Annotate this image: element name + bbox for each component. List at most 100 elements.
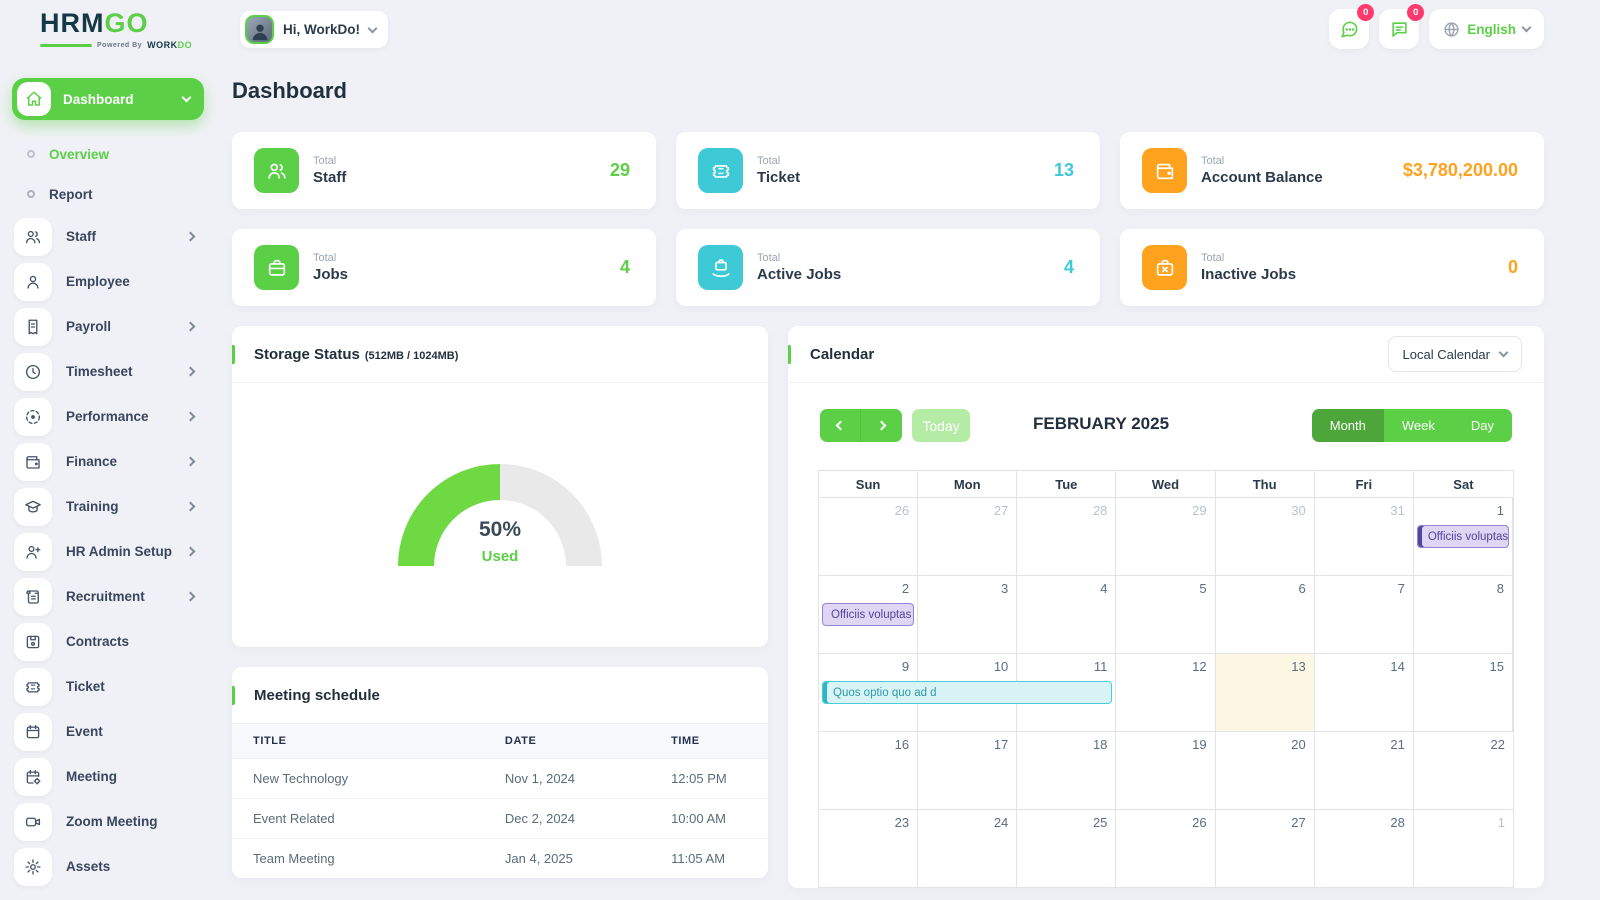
sidebar-item-zoom-meeting[interactable]: Zoom Meeting [0, 799, 216, 844]
calendar-day[interactable]: 1 [1413, 810, 1513, 888]
sidebar-item-contracts[interactable]: Contracts [0, 619, 216, 664]
briefcase-x-icon [1142, 245, 1187, 290]
home-icon [17, 82, 51, 116]
calendar-source-select[interactable]: Local Calendar [1387, 336, 1522, 372]
calendar-day[interactable]: 26 [819, 498, 919, 576]
sidebar-item-staff[interactable]: Staff [0, 214, 216, 259]
sidebar-item-performance[interactable]: Performance [0, 394, 216, 439]
language-selector[interactable]: English [1429, 9, 1544, 49]
calendar-event[interactable]: Officiis voluptas c [822, 603, 915, 626]
calendar-day[interactable]: 3 [918, 576, 1018, 654]
calendar-day[interactable]: 28 [1314, 810, 1414, 888]
target-icon [14, 397, 52, 436]
calendar-day[interactable]: 1 [1413, 498, 1513, 576]
language-label: English [1467, 21, 1516, 37]
sidebar-item-timesheet[interactable]: Timesheet [0, 349, 216, 394]
sidebar-item-employee[interactable]: Employee [0, 259, 216, 304]
calendar-day[interactable]: 11 [1017, 654, 1117, 732]
chevron-right-icon [185, 456, 196, 467]
app-logo[interactable]: HRMGO Powered By WORKDO [40, 10, 192, 50]
calendar-day[interactable]: 6 [1215, 576, 1315, 654]
calendar-view-day-button[interactable]: Day [1452, 409, 1512, 442]
calendar-day[interactable]: 25 [1017, 810, 1117, 888]
calendar-day[interactable]: 8 [1413, 576, 1513, 654]
calendar-day[interactable]: 4 [1017, 576, 1117, 654]
calendar-grid: Sun Mon Tue Wed Thu Fri Sat 26 27 28 29 30 31 1 Offic… [818, 470, 1514, 888]
calendar-day[interactable]: 16 [819, 732, 919, 810]
calendar-day[interactable]: 21 [1314, 732, 1414, 810]
page-title: Dashboard [232, 78, 347, 103]
sidebar-subitem-overview[interactable]: Overview [0, 134, 216, 174]
sidebar-item-dashboard[interactable]: Dashboard [12, 78, 204, 120]
calendar-day[interactable]: 31 [1314, 498, 1414, 576]
sidebar-item-assets[interactable]: Assets [0, 844, 216, 889]
stat-prefix: Total [757, 155, 781, 167]
calendar-view-month-button[interactable]: Month [1311, 409, 1384, 442]
sidebar-item-event[interactable]: Event [0, 709, 216, 754]
calendar-day[interactable]: 23 [819, 810, 919, 888]
sidebar-item-label: Overview [49, 146, 110, 162]
calendar-day[interactable]: 17 [918, 732, 1018, 810]
stat-label: Account Balance [1201, 169, 1323, 186]
table-row: Event Related Dec 2, 2024 10:00 AM [232, 798, 768, 839]
calendar-day[interactable]: 28 [1017, 498, 1117, 576]
calendar-day[interactable]: 5 [1116, 576, 1216, 654]
stat-card-staff: Total Staff 29 [232, 132, 656, 209]
table-cell: Dec 2, 2024 [483, 798, 651, 839]
ticket-icon [698, 148, 743, 193]
calendar-day-today[interactable]: 13 [1215, 654, 1315, 732]
chevron-down-icon [181, 92, 192, 103]
logo-text: HRMGO [40, 8, 149, 38]
user-plus-icon [14, 532, 52, 571]
calendar-day[interactable]: 22 [1413, 732, 1513, 810]
calendar-event[interactable]: Officiis voluptas e [1416, 525, 1509, 548]
stat-prefix: Total [1201, 252, 1225, 264]
day-header-sat: Sat [1413, 471, 1513, 498]
stat-value: 29 [609, 160, 630, 180]
sidebar-item-label: Zoom Meeting [66, 814, 158, 829]
calendar-today-button[interactable]: Today [912, 409, 970, 442]
calendar-day[interactable]: 26 [1116, 810, 1216, 888]
sidebar-item-meeting[interactable]: Meeting [0, 754, 216, 799]
notifications-button[interactable]: 0 [1379, 4, 1425, 49]
stat-value: 13 [1053, 160, 1074, 180]
sidebar-item-recruitment[interactable]: Recruitment [0, 574, 216, 619]
calendar-day[interactable]: 19 [1116, 732, 1216, 810]
calendar-prev-button[interactable] [820, 409, 861, 442]
chevron-right-icon [185, 546, 196, 557]
sidebar-item-label: Payroll [66, 319, 112, 334]
calendar-day[interactable]: 2 [819, 576, 919, 654]
messages-button[interactable]: 0 [1329, 4, 1375, 49]
sidebar-item-training[interactable]: Training [0, 484, 216, 529]
calendar-day[interactable]: 27 [1215, 810, 1315, 888]
calendar-view-week-button[interactable]: Week [1383, 409, 1453, 442]
sidebar-item-label: Report [49, 186, 93, 202]
sidebar-item-ticket[interactable]: Ticket [0, 664, 216, 709]
table-cell: 11:05 AM [650, 838, 768, 878]
calendar-day[interactable]: 12 [1116, 654, 1216, 732]
sidebar-item-hr-admin-setup[interactable]: HR Admin Setup [0, 529, 216, 574]
stats-grid: Total Staff 29 Total Ticket 13 Total Account Ba… [232, 132, 1544, 306]
calendar-day[interactable]: 7 [1314, 576, 1414, 654]
sidebar-item-finance[interactable]: Finance [0, 439, 216, 484]
storage-percent: 50% [478, 518, 522, 541]
table-cell: 10:00 AM [650, 798, 768, 839]
user-menu-button[interactable]: Hi, WorkDo! [240, 11, 388, 48]
calendar-day[interactable]: 30 [1215, 498, 1315, 576]
calendar-day[interactable]: 15 [1413, 654, 1513, 732]
calendar-day[interactable]: 24 [918, 810, 1018, 888]
sidebar-item-label: Timesheet [66, 364, 133, 379]
calendar-event[interactable]: Quos optio quo ad d [822, 681, 1113, 704]
calendar-day[interactable]: 29 [1116, 498, 1216, 576]
calendar-view-switcher: Month Week Day [1311, 409, 1512, 442]
calendar-day[interactable]: 20 [1215, 732, 1315, 810]
calendar-day[interactable]: 18 [1017, 732, 1117, 810]
stat-value: $3,780,200.00 [1402, 160, 1518, 180]
calendar-next-button[interactable] [861, 409, 902, 442]
sidebar-item-payroll[interactable]: Payroll [0, 304, 216, 349]
calendar-day[interactable]: 27 [918, 498, 1018, 576]
sidebar-subitem-report[interactable]: Report [0, 174, 216, 214]
calendar-day[interactable]: 14 [1314, 654, 1414, 732]
sidebar-item-label: Recruitment [66, 589, 145, 604]
column-header-time: TIME [650, 724, 768, 759]
